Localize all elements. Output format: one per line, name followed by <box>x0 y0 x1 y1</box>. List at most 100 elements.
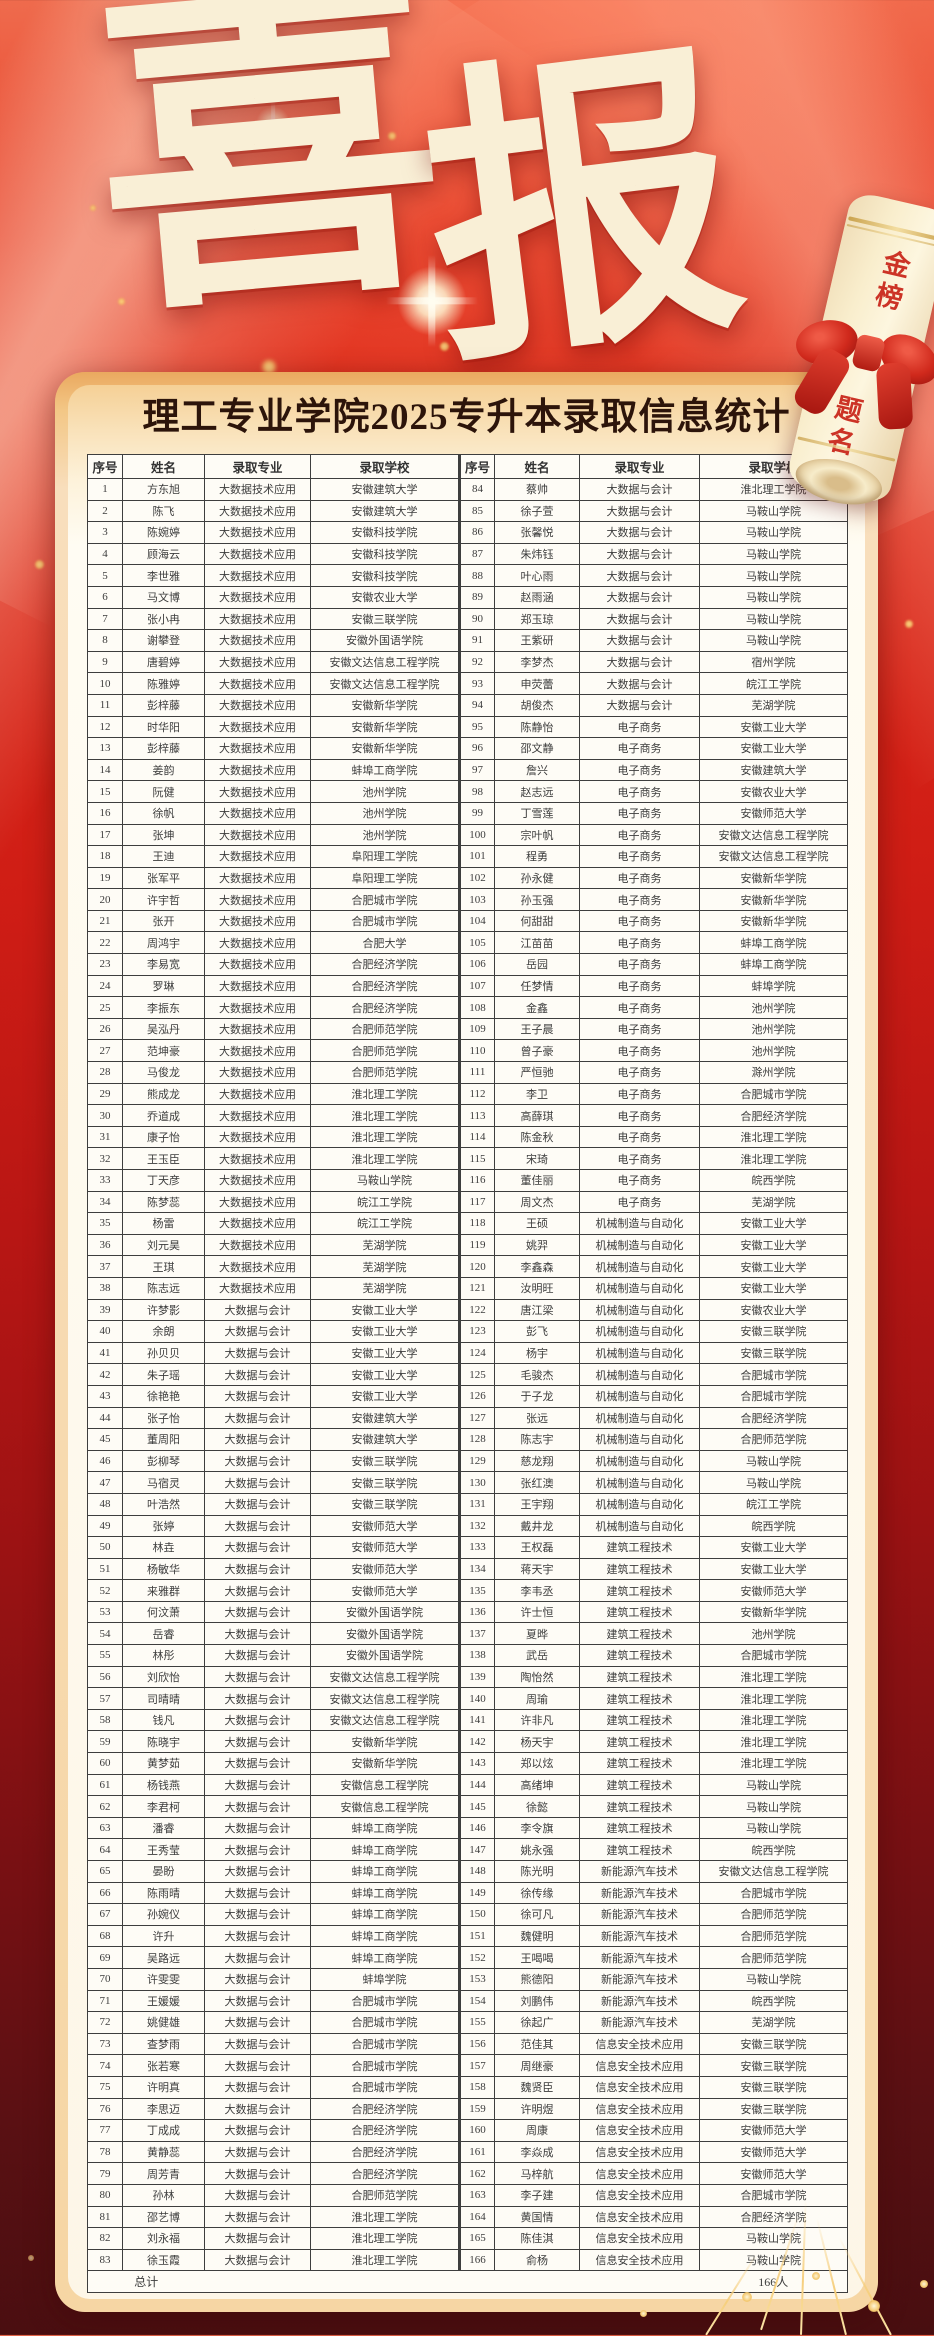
cell-major: 大数据技术应用 <box>204 1255 311 1278</box>
total-spacer <box>204 2270 700 2294</box>
cell-no: 6 <box>87 585 123 609</box>
cell-school: 安徽文达信息工程学院 <box>310 1708 460 1732</box>
table-row: 44 张子怡 大数据与会计 安徽建筑大学 127 张远 机械制造与自动化 合肥经济学院 <box>87 1406 848 1430</box>
table-row: 29 熊成龙 大数据技术应用 淮北理工学院 112 李卫 电子商务 合肥城市学院 <box>87 1082 848 1106</box>
cell-no: 164 <box>458 2205 495 2229</box>
table-row: 17 张坤 大数据技术应用 池州学院 100 宗叶帆 电子商务 安徽文达信息工程学院 <box>87 823 848 847</box>
cell-no: 159 <box>458 2097 495 2121</box>
cell-major: 大数据与会计 <box>204 2248 311 2272</box>
cell-name: 马文博 <box>122 585 205 609</box>
cell-school: 马鞍山学院 <box>699 585 848 609</box>
cell-no: 9 <box>87 650 123 674</box>
cell-major: 信息安全技术应用 <box>579 2140 700 2164</box>
cell-name: 杨天宇 <box>494 1730 580 1754</box>
cell-no: 95 <box>458 715 495 739</box>
cell-no: 57 <box>87 1687 123 1710</box>
cell-no: 84 <box>458 478 495 501</box>
table-row: 35 杨雷 大数据技术应用 皖江工学院 118 王硕 机械制造与自动化 安徽工业大学 <box>87 1212 848 1235</box>
cell-name: 马宿灵 <box>122 1471 205 1494</box>
cell-school: 淮北理工学院 <box>310 2227 460 2250</box>
cell-major: 大数据与会计 <box>579 478 700 501</box>
cell-name: 陈雨晴 <box>122 1881 205 1905</box>
cell-no: 64 <box>87 1838 123 1861</box>
cell-major: 电子商务 <box>579 1061 700 1084</box>
cell-major: 机械制造与自动化 <box>579 1428 700 1451</box>
cell-name: 丁天彦 <box>122 1169 205 1192</box>
cell-major: 机械制造与自动化 <box>579 1298 700 1322</box>
cell-school: 蚌埠工商学院 <box>310 1816 460 1840</box>
cell-name: 周瑜 <box>494 1687 580 1710</box>
cell-no: 129 <box>458 1449 495 1473</box>
cell-name: 吴泓丹 <box>122 1017 205 1041</box>
table-row: 57 司晴晴 大数据与会计 安徽文达信息工程学院 140 周瑜 建筑工程技术 淮北理工学院 <box>87 1687 848 1710</box>
cell-name: 何汶萧 <box>122 1600 205 1624</box>
cell-no: 2 <box>87 499 123 523</box>
table-row: 56 刘欣怡 大数据与会计 安徽文达信息工程学院 139 陶怡然 建筑工程技术 淮北理工学院 <box>87 1665 848 1689</box>
cell-major: 电子商务 <box>579 1190 700 1214</box>
cell-name: 刘元昊 <box>122 1233 205 1257</box>
cell-no: 153 <box>458 1967 495 1991</box>
cell-major: 大数据技术应用 <box>204 801 311 825</box>
cell-no: 17 <box>87 823 123 847</box>
cell-school: 阜阳理工学院 <box>310 845 460 868</box>
cell-name: 魏贤臣 <box>494 2075 580 2099</box>
cell-name: 方东旭 <box>122 478 205 501</box>
cell-name: 曾子豪 <box>494 1039 580 1063</box>
cell-no: 68 <box>87 1924 123 1948</box>
title-char-bao: 报 <box>406 7 760 407</box>
cell-school: 淮北理工学院 <box>699 1665 848 1689</box>
cell-no: 21 <box>87 909 123 933</box>
cell-school: 安徽外国语学院 <box>310 1622 460 1646</box>
table-row: 66 陈雨晴 大数据与会计 蚌埠工商学院 149 徐传缘 新能源汽车技术 合肥城市学院 <box>87 1881 848 1905</box>
cell-no: 123 <box>458 1320 495 1343</box>
cell-no: 139 <box>458 1665 495 1689</box>
cell-no: 145 <box>458 1795 495 1818</box>
cell-school: 蚌埠工商学院 <box>310 1946 460 1969</box>
cell-school: 马鞍山学院 <box>699 1773 848 1797</box>
cell-major: 大数据与会计 <box>204 1514 311 1538</box>
table-row: 78 黄静蕊 大数据与会计 合肥经济学院 161 李焱成 信息安全技术应用 安徽师范大学 <box>87 2140 848 2164</box>
cell-school: 池州学院 <box>310 780 460 803</box>
cell-no: 87 <box>458 542 495 566</box>
cell-name: 熊成龙 <box>122 1082 205 1106</box>
cell-no: 3 <box>87 521 123 544</box>
cell-name: 钱凡 <box>122 1708 205 1732</box>
cell-no: 39 <box>87 1298 123 1322</box>
cell-school: 安徽新华学院 <box>310 715 460 739</box>
cell-no: 166 <box>458 2248 495 2272</box>
cell-no: 112 <box>458 1082 495 1106</box>
table-row: 13 彭梓藤 大数据技术应用 安徽新华学院 96 邵文静 电子商务 安徽工业大学 <box>87 737 848 760</box>
cell-name: 徐帆 <box>122 801 205 825</box>
cell-major: 大数据与会计 <box>204 1967 311 1991</box>
table-row: 8 谢攀登 大数据技术应用 安徽外国语学院 91 王紫研 大数据与会计 马鞍山学院 <box>87 629 848 652</box>
table-row: 27 范坤豪 大数据技术应用 合肥师范学院 110 曾子豪 电子商务 池州学院 <box>87 1039 848 1063</box>
cell-no: 27 <box>87 1039 123 1063</box>
cell-major: 信息安全技术应用 <box>579 2097 700 2121</box>
cell-major: 建筑工程技术 <box>579 1708 700 1732</box>
cell-school: 安徽信息工程学院 <box>310 1773 460 1797</box>
cell-no: 105 <box>458 931 495 955</box>
cell-name: 许非凡 <box>494 1708 580 1732</box>
cell-no: 56 <box>87 1665 123 1689</box>
cell-major: 大数据与会计 <box>204 2097 311 2121</box>
cell-name: 黄国情 <box>494 2205 580 2229</box>
cell-school: 滁州学院 <box>699 1061 848 1084</box>
cell-school: 安徽科技学院 <box>310 542 460 566</box>
cell-school: 安徽农业大学 <box>699 780 848 803</box>
cell-school: 合肥经济学院 <box>310 953 460 976</box>
cell-name: 唐江梁 <box>494 1298 580 1322</box>
cell-name: 黄梦茹 <box>122 1752 205 1775</box>
header-row: 序号 姓名 录取专业 录取学校 序号 姓名 录取专业 录取学校 <box>87 454 848 479</box>
cell-major: 大数据与会计 <box>204 1600 311 1624</box>
cell-no: 25 <box>87 996 123 1019</box>
cell-no: 10 <box>87 672 123 695</box>
cell-major: 大数据与会计 <box>204 1838 311 1861</box>
cell-major: 电子商务 <box>579 996 700 1019</box>
cell-no: 5 <box>87 564 123 587</box>
cell-school: 蚌埠工商学院 <box>310 1838 460 1861</box>
cell-no: 131 <box>458 1492 495 1516</box>
cell-no: 149 <box>458 1881 495 1905</box>
cell-no: 1 <box>87 478 123 501</box>
cell-school: 安徽工业大学 <box>699 1212 848 1235</box>
cell-major: 大数据技术应用 <box>204 974 311 998</box>
